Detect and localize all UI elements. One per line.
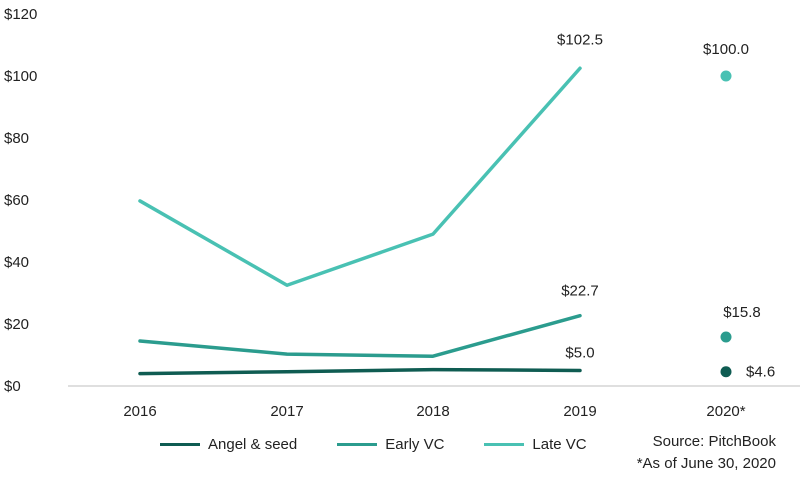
legend-label-angel-seed: Angel & seed: [208, 436, 298, 453]
legend: Angel & seed Early VC Late VC: [160, 436, 587, 453]
series-line-0: [138, 367, 582, 376]
data-label: $22.7: [561, 283, 599, 300]
source-note: Source: PitchBook *As of June 30, 2020: [637, 431, 776, 475]
series-point-0: [720, 366, 732, 378]
data-label: $100.0: [703, 41, 749, 58]
x-tick-label: 2018: [416, 403, 449, 420]
series-point-2: [720, 70, 732, 82]
date-note: *As of June 30, 2020: [636, 455, 776, 472]
y-tick-label: $120: [4, 6, 37, 23]
legend-label-late-vc: Late VC: [532, 436, 587, 453]
y-tick-label: $0: [4, 378, 21, 395]
x-tick-label: 2017: [270, 403, 303, 420]
legend-item-early-vc: Early VC: [337, 436, 444, 453]
y-tick-label: $40: [4, 254, 29, 271]
x-tick-label: 2020*: [706, 403, 745, 420]
data-label: $4.6: [746, 364, 775, 381]
legend-label-early-vc: Early VC: [385, 436, 445, 453]
data-label: $5.0: [565, 345, 594, 362]
series-line-1: [138, 313, 582, 358]
x-tick-label: 2019: [563, 403, 596, 420]
data-label: $15.8: [723, 304, 761, 321]
y-tick-label: $60: [4, 192, 29, 209]
legend-item-late-vc: Late VC: [484, 436, 587, 453]
legend-swatch-late-vc: [484, 443, 525, 446]
legend-swatch-early-vc: [337, 443, 378, 446]
data-label: $102.5: [557, 31, 603, 48]
legend-swatch-angel-seed: [160, 443, 200, 446]
series-line-2: [138, 66, 582, 287]
series-point-1: [720, 331, 732, 343]
legend-item-angel-seed: Angel & seed: [160, 436, 297, 453]
y-tick-label: $20: [4, 316, 29, 333]
line-chart: $0 $20 $40 $60 $80 $100 $120 2016 2017 2018 2019 20…: [4, 6, 800, 420]
source-text: Source: PitchBook: [652, 433, 776, 450]
x-tick-label: 2016: [123, 403, 156, 420]
y-tick-label: $100: [4, 68, 37, 85]
y-tick-label: $80: [4, 130, 29, 147]
